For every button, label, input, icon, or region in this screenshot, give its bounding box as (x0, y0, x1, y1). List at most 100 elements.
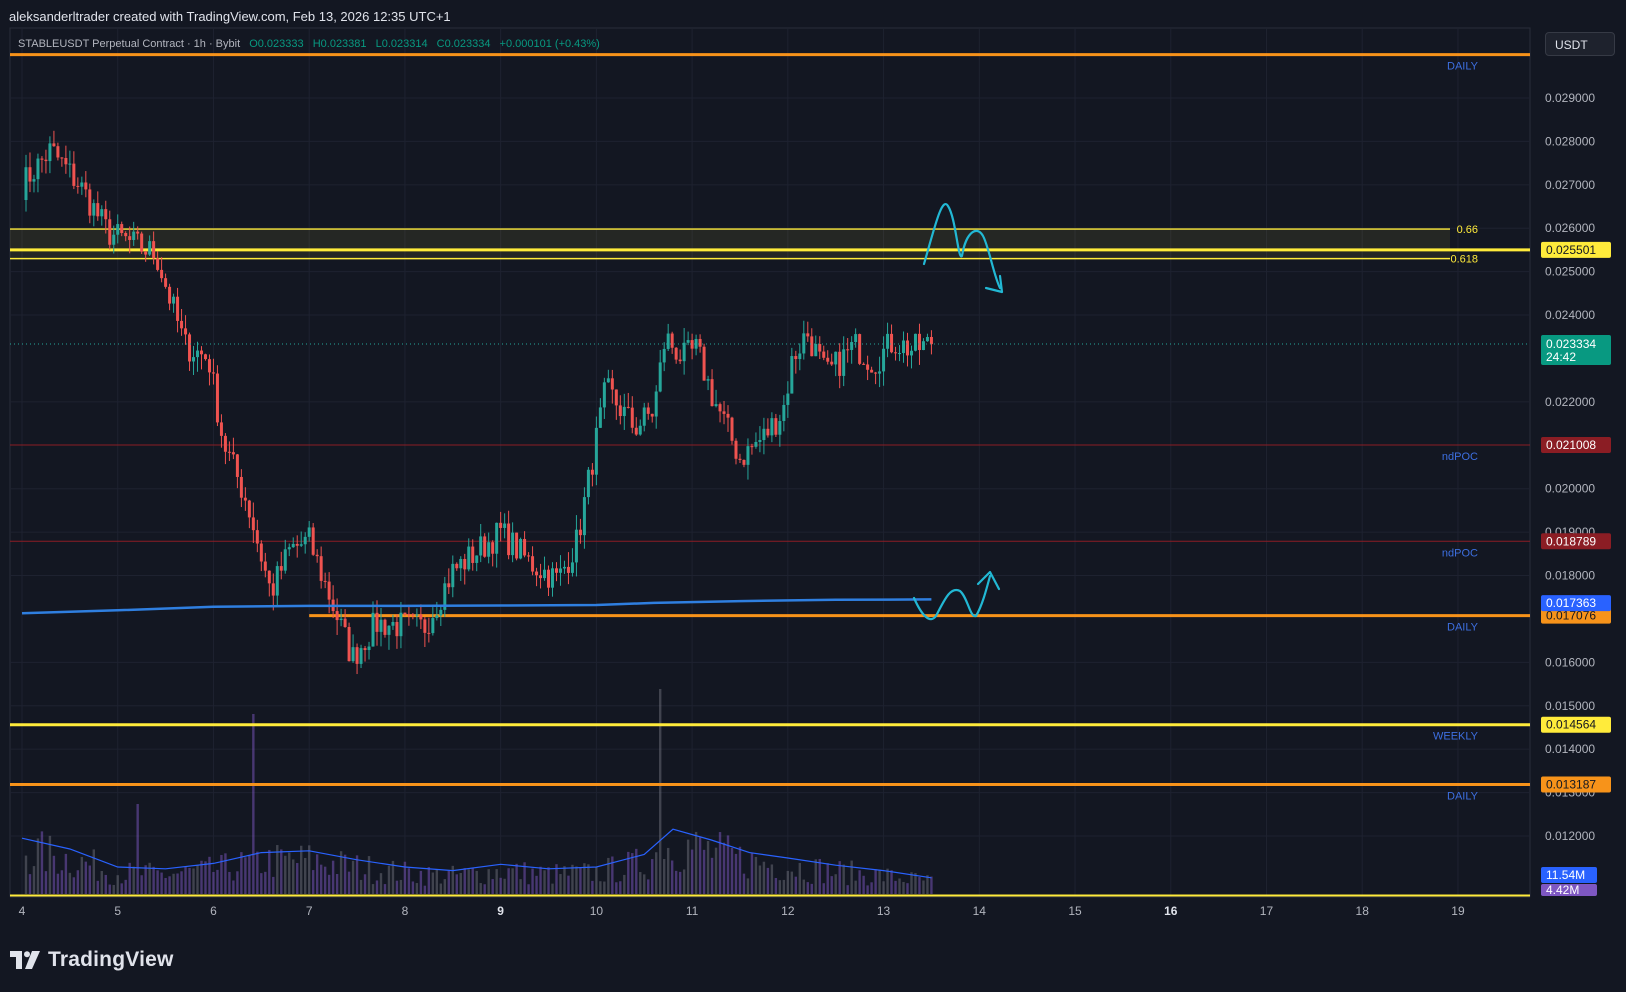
volume-bar (228, 871, 231, 894)
candle-body (626, 406, 630, 408)
volume-bar (371, 884, 375, 894)
volume-bar (742, 873, 746, 894)
volume-bar (531, 868, 534, 894)
candle-body (662, 348, 666, 363)
candle-body (858, 334, 862, 364)
volume-bar (750, 853, 754, 894)
volume-bar (379, 873, 383, 894)
volume-bar (180, 871, 183, 894)
candle-body (519, 538, 523, 559)
volume-bar (487, 869, 490, 894)
volume-bar (770, 864, 774, 894)
candle-body (172, 296, 176, 304)
volume-bar (706, 841, 710, 894)
candle-body (782, 404, 786, 422)
candle-body (223, 435, 227, 452)
volume-bar (268, 849, 271, 894)
candle-body (738, 458, 742, 460)
candle-body (459, 558, 463, 569)
fib-label: 0.618 (1450, 254, 1478, 266)
level-label: DAILY (1447, 61, 1479, 73)
price-tick-label: 0.026000 (1545, 221, 1595, 235)
volume-bar (40, 831, 44, 894)
candle-body (124, 232, 128, 237)
candle-body (838, 351, 842, 376)
candle-body (909, 350, 913, 356)
chart-frame[interactable]: DAILY 0.66 0.618 ndPOC ndPOC DAILY WEEKLY DAILY… (0, 26, 1626, 933)
up-arrow-head (976, 570, 1001, 591)
volume-bar (491, 879, 494, 894)
volume-bar (902, 881, 905, 894)
volume-bar (814, 859, 817, 894)
volume-bar (639, 872, 642, 894)
candle-body (112, 234, 116, 245)
volume-bar (842, 864, 845, 894)
candle-body (818, 344, 822, 352)
volume-bar (395, 880, 399, 894)
time-tick-label: 6 (210, 904, 217, 918)
candle-body (92, 203, 96, 216)
candle-body (335, 611, 339, 621)
up-arrow-path (912, 574, 992, 621)
volume-bar (583, 863, 586, 894)
candle-body (491, 542, 495, 554)
level-price-tag-bg (1541, 716, 1611, 733)
level-price-tag: 0.013187 (1546, 777, 1596, 791)
candle-body (291, 543, 295, 548)
volume-bar (92, 849, 95, 894)
volume-bar (216, 869, 219, 894)
volume-bar (619, 881, 622, 894)
plot-area (9, 27, 1531, 897)
volume-bar (702, 849, 706, 894)
volume-bar (347, 871, 351, 894)
volume-bar (690, 849, 694, 894)
volume-bar (272, 876, 275, 894)
volume-ma-line (21, 828, 932, 879)
candle-body (614, 389, 618, 406)
volume-bar (515, 863, 518, 894)
volume-bar (399, 879, 403, 894)
candle-body (706, 379, 710, 381)
volume-bar (375, 880, 379, 894)
price-tick-label: 0.014000 (1545, 742, 1595, 756)
level-price-tag-bg (1541, 241, 1611, 258)
candle-body (698, 338, 702, 347)
volume-bar (926, 875, 929, 894)
currency-button[interactable]: USDT (1545, 32, 1615, 56)
volume-bar (790, 871, 794, 894)
price-tick-label: 0.024000 (1545, 308, 1595, 322)
candle-body (606, 378, 610, 383)
volume-bar (519, 879, 522, 894)
volume-bar (722, 842, 726, 894)
volume-bar (878, 869, 881, 894)
volume-bar (124, 879, 127, 894)
volume-bar (539, 866, 542, 894)
volume-bars (24, 689, 933, 894)
candle-body (451, 563, 455, 588)
price-tick-label: 0.028000 (1545, 134, 1595, 148)
time-axis-ticks: 4 5 6 7 8 9 10 11 12 13 14 15 16 17 18 19 (19, 904, 1465, 918)
candle-body (822, 351, 826, 358)
level-price-tag: 0.018789 (1546, 534, 1596, 548)
volume-bar (674, 870, 678, 894)
candle-body (830, 361, 834, 365)
price-tick-label: 0.027000 (1545, 178, 1595, 192)
candle-body (746, 446, 750, 465)
candle-body (116, 224, 120, 235)
volume-bar (499, 877, 502, 894)
volume-bar (694, 831, 698, 894)
time-tick-label: 16 (1164, 904, 1178, 918)
candle-body (399, 612, 403, 637)
candle-body (347, 627, 351, 662)
ma-price-tag: 0.017363 (1546, 596, 1596, 610)
candlestick-chart[interactable]: DAILY0.660.618ndPOCndPOCDAILYWEEKLYDAILY… (0, 26, 1626, 933)
candle-body (36, 158, 40, 180)
candle-body (148, 241, 152, 255)
candle-body (303, 536, 307, 545)
candle-body (710, 379, 714, 407)
volume-bar (762, 861, 766, 894)
candle-body (682, 342, 686, 362)
candle-body (475, 555, 479, 563)
fib-label: 0.66 (1457, 224, 1478, 236)
time-tick-label: 7 (306, 904, 313, 918)
